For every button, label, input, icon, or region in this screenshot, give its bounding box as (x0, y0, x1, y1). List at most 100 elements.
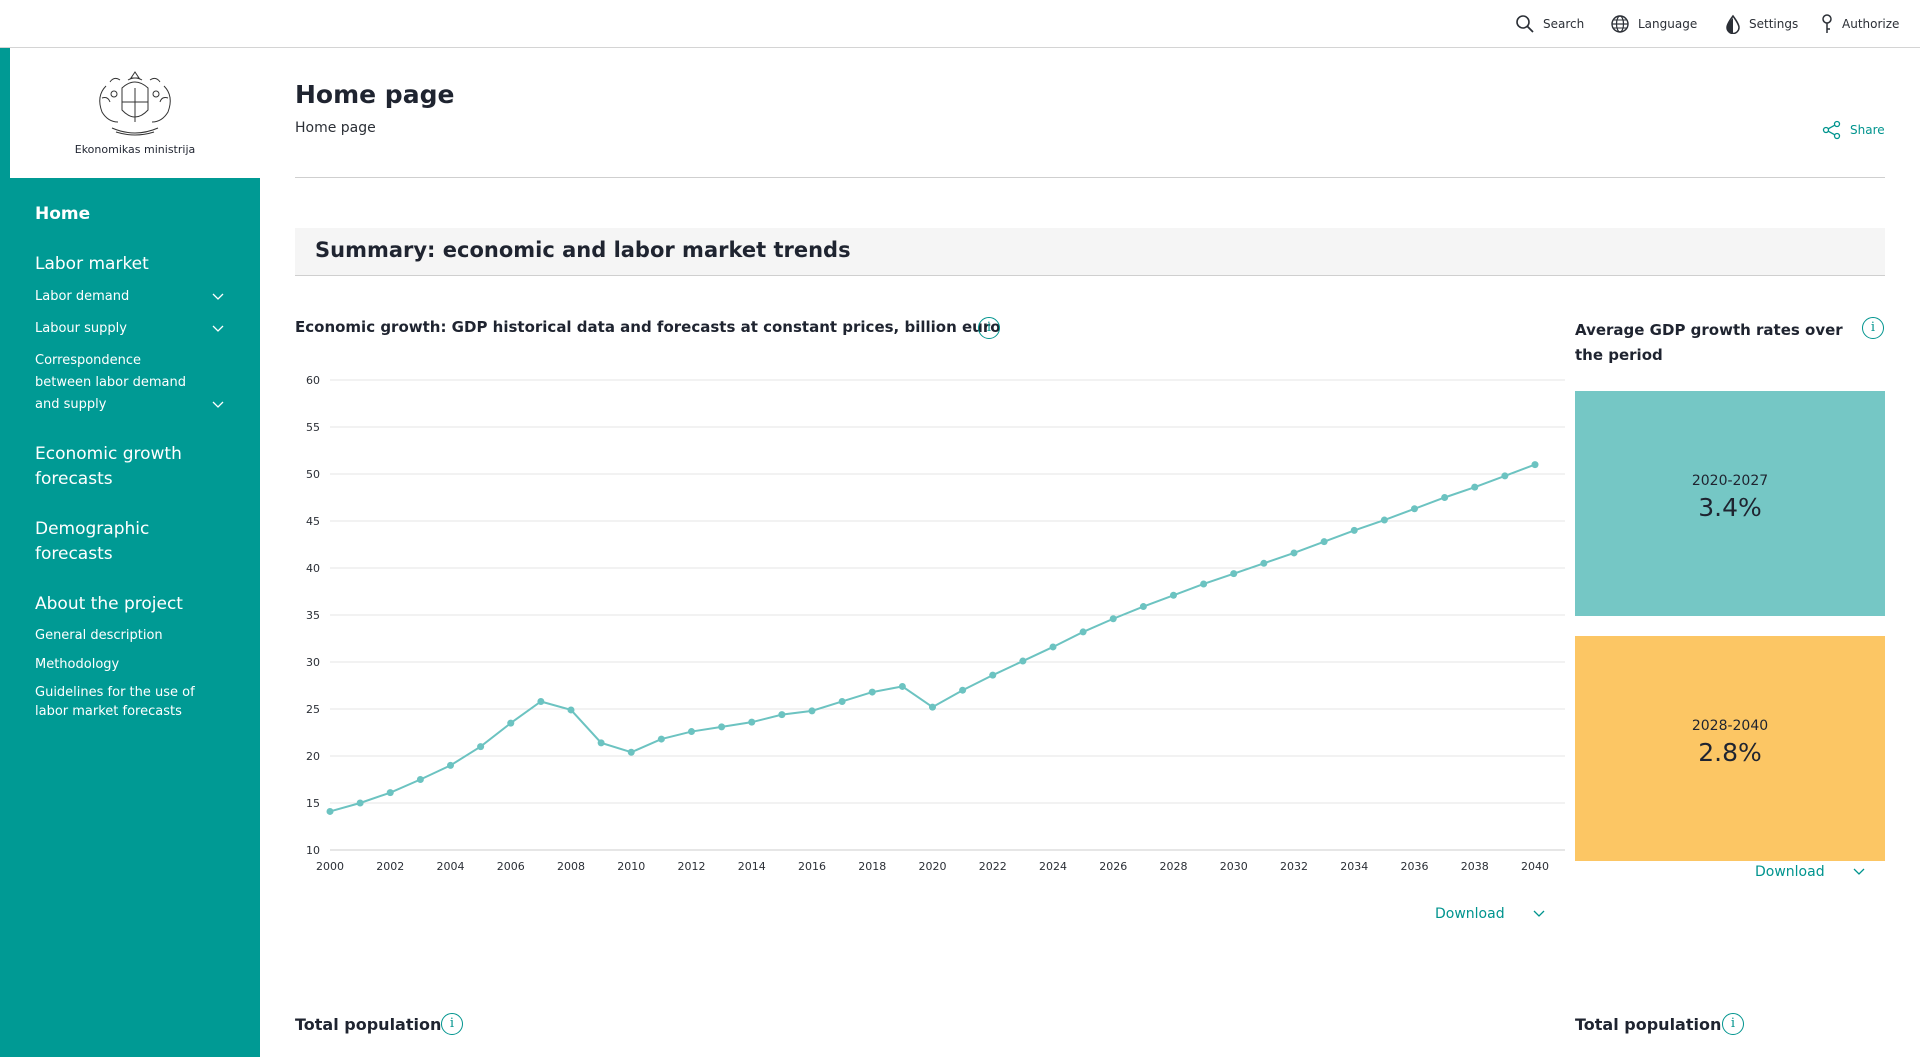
data-point (1200, 580, 1208, 588)
data-point (507, 719, 515, 727)
data-point (778, 711, 786, 719)
globe-icon (1611, 14, 1629, 33)
sidebar-item-demographic[interactable]: Demographic forecasts (35, 517, 149, 567)
growth-rates-title: Average GDP growth rates over the period (1575, 321, 1843, 364)
data-point (356, 799, 364, 807)
settings-label: Settings (1749, 16, 1799, 31)
growth-rate-value: 2.8% (1698, 738, 1762, 767)
data-point (1019, 657, 1027, 665)
y-tick-label: 35 (306, 609, 320, 622)
gdp-download-button[interactable]: Download (1435, 906, 1545, 922)
data-point (447, 761, 454, 769)
settings-button[interactable]: Settings (1725, 14, 1798, 34)
data-point (929, 703, 936, 711)
sidebar-item-about[interactable]: About the project (35, 594, 183, 614)
x-tick-label: 2002 (376, 860, 404, 873)
data-point (868, 688, 876, 696)
info-icon[interactable]: i (441, 1013, 463, 1035)
data-point (1471, 483, 1479, 491)
data-point (1501, 472, 1509, 480)
data-point (748, 718, 756, 726)
x-tick-label: 2008 (557, 860, 585, 873)
y-tick-label: 55 (306, 421, 320, 434)
sidebar-item-methodology[interactable]: Methodology (35, 657, 120, 672)
summary-section-header: Summary: economic and labor market trend… (295, 228, 1885, 276)
search-icon (1516, 14, 1534, 33)
sidebar-item-general-description[interactable]: General description (35, 628, 163, 643)
period-label: 2020-2027 (1691, 473, 1769, 489)
sidebar-item-guidelines[interactable]: Guidelines for the use of labor market f… (35, 683, 195, 721)
language-button[interactable]: Language (1610, 14, 1697, 34)
page-title: Home page (295, 80, 455, 109)
y-axis: 10 15 20 25 30 35 40 45 50 55 60 (306, 374, 320, 857)
chevron-down-icon[interactable] (212, 401, 224, 409)
data-point (477, 743, 485, 751)
y-tick-label: 30 (306, 656, 320, 669)
x-tick-label: 2032 (1280, 860, 1308, 873)
growth-rate-box-2028-2040: 2028-2040 2.8% (1575, 636, 1885, 861)
x-tick-label: 2026 (1099, 860, 1127, 873)
sidebar-item-label: Economic growth (35, 444, 182, 464)
sidebar-item-label: forecasts (35, 544, 113, 564)
data-point (1139, 603, 1147, 611)
x-tick-label: 2038 (1461, 860, 1489, 873)
chevron-down-icon[interactable] (212, 293, 224, 301)
total-population-title: Total population (295, 1015, 442, 1034)
data-point (718, 723, 726, 731)
x-axis: 2000 2002 2004 2006 2008 2010 2012 2014 2016 2018… (316, 860, 1549, 873)
sidebar-item-economic-growth[interactable]: Economic growth forecasts (35, 442, 182, 492)
authorize-button[interactable]: Authorize (1820, 13, 1900, 34)
data-point (1260, 559, 1268, 567)
sidebar-item-labour-supply[interactable]: Labour supply (35, 321, 127, 336)
chevron-down-icon (1533, 910, 1545, 917)
info-icon[interactable]: i (978, 317, 1000, 339)
info-icon[interactable]: i (1862, 317, 1884, 339)
x-tick-label: 2040 (1521, 860, 1549, 873)
data-point (898, 682, 906, 690)
x-tick-label: 2006 (497, 860, 525, 873)
total-population-title-right: Total population (1575, 1015, 1722, 1034)
sidebar-item-labor-demand[interactable]: Labor demand (35, 289, 130, 304)
ministry-logo[interactable]: Ekonomikas ministrija (10, 48, 260, 178)
x-tick-label: 2010 (617, 860, 645, 873)
chevron-down-icon[interactable] (212, 325, 224, 333)
coat-of-arms-icon (99, 71, 171, 136)
download-label: Download (1755, 864, 1825, 880)
sidebar-item-label: and supply (35, 397, 107, 412)
sidebar-accent-strip (0, 48, 10, 178)
y-tick-label: 60 (306, 374, 320, 387)
x-tick-label: 2004 (437, 860, 465, 873)
share-label: Share (1850, 123, 1885, 137)
x-tick-label: 2034 (1340, 860, 1368, 873)
contrast-drop-icon (1726, 14, 1740, 34)
sidebar-item-label: Correspondence (35, 353, 142, 368)
gdp-series (326, 461, 1539, 815)
data-point (1441, 494, 1449, 501)
data-point (597, 739, 605, 747)
data-point (1320, 538, 1328, 546)
search-button[interactable]: Search (1515, 14, 1584, 34)
share-button[interactable]: Share (1822, 120, 1885, 140)
search-label: Search (1543, 16, 1585, 31)
x-tick-label: 2020 (919, 860, 947, 873)
authorize-label: Authorize (1842, 16, 1900, 31)
growth-download-button[interactable]: Download (1755, 864, 1865, 880)
y-tick-label: 25 (306, 703, 320, 716)
download-label: Download (1435, 906, 1505, 922)
x-tick-label: 2028 (1160, 860, 1188, 873)
sidebar-item-labor-market[interactable]: Labor market (35, 254, 149, 274)
ministry-name: Ekonomikas ministrija (74, 143, 196, 156)
sidebar-item-label: between labor demand (35, 375, 186, 390)
x-tick-label: 2024 (1039, 860, 1067, 873)
sidebar-item-home[interactable]: Home (35, 204, 91, 224)
sidebar-item-correspondence[interactable]: Correspondence between labor demand and … (35, 350, 186, 416)
summary-title: Summary: economic and labor market trend… (315, 238, 851, 262)
data-point (1380, 516, 1388, 524)
x-tick-label: 2018 (858, 860, 886, 873)
breadcrumb[interactable]: Home page (295, 120, 376, 136)
data-point (989, 671, 997, 679)
y-tick-label: 50 (306, 468, 320, 481)
info-icon[interactable]: i (1722, 1013, 1744, 1035)
x-tick-label: 2012 (678, 860, 706, 873)
